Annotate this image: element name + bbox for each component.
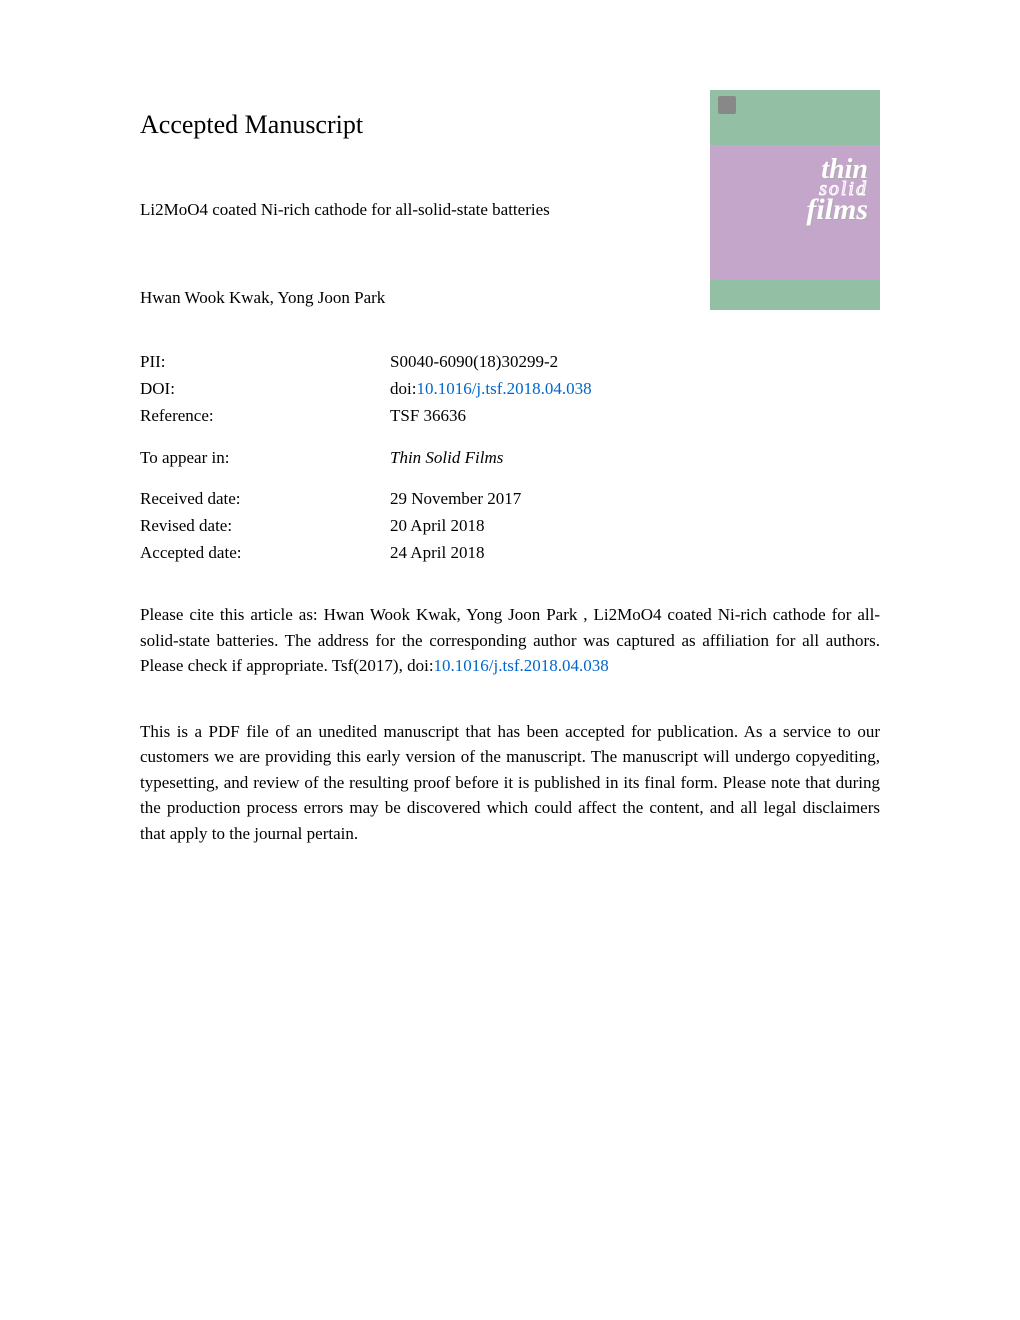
received-value: 29 November 2017: [390, 485, 880, 512]
metadata-row-received: Received date: 29 November 2017: [140, 485, 880, 512]
metadata-row-reference: Reference: TSF 36636: [140, 402, 880, 429]
disclaimer-section: This is a PDF file of an unedited manusc…: [140, 719, 880, 847]
doi-value: doi:10.1016/j.tsf.2018.04.038: [390, 375, 880, 402]
doi-link[interactable]: 10.1016/j.tsf.2018.04.038: [416, 379, 591, 398]
page-heading: Accepted Manuscript: [140, 110, 670, 140]
journal-cover: thin solid films: [710, 90, 880, 310]
doi-prefix: doi:: [390, 379, 416, 398]
cover-middle-band: thin solid films: [710, 145, 880, 280]
received-label: Received date:: [140, 485, 390, 512]
cover-top-band: [710, 90, 880, 145]
cover-text-films: films: [806, 196, 868, 223]
appear-label: To appear in:: [140, 444, 390, 471]
publisher-icon: [718, 96, 736, 114]
accepted-value: 24 April 2018: [390, 539, 880, 566]
citation-doi-link[interactable]: 10.1016/j.tsf.2018.04.038: [434, 656, 609, 675]
cover-bottom-band: [710, 280, 880, 310]
reference-label: Reference:: [140, 402, 390, 429]
metadata-section: PII: S0040-6090(18)30299-2 DOI: doi:10.1…: [140, 348, 880, 566]
accepted-label: Accepted date:: [140, 539, 390, 566]
metadata-row-revised: Revised date: 20 April 2018: [140, 512, 880, 539]
appear-value: Thin Solid Films: [390, 444, 880, 471]
metadata-row-doi: DOI: doi:10.1016/j.tsf.2018.04.038: [140, 375, 880, 402]
revised-value: 20 April 2018: [390, 512, 880, 539]
pii-value: S0040-6090(18)30299-2: [390, 348, 880, 375]
reference-value: TSF 36636: [390, 402, 880, 429]
left-header: Accepted Manuscript Li2MoO4 coated Ni-ri…: [140, 110, 710, 348]
cover-title: thin solid films: [806, 157, 868, 223]
doi-label: DOI:: [140, 375, 390, 402]
metadata-row-pii: PII: S0040-6090(18)30299-2: [140, 348, 880, 375]
authors: Hwan Wook Kwak, Yong Joon Park: [140, 288, 670, 308]
article-title: Li2MoO4 coated Ni-rich cathode for all-s…: [140, 200, 670, 220]
metadata-row-appear: To appear in: Thin Solid Films: [140, 444, 880, 471]
header-section: Accepted Manuscript Li2MoO4 coated Ni-ri…: [140, 110, 880, 348]
citation-section: Please cite this article as: Hwan Wook K…: [140, 602, 880, 679]
pii-label: PII:: [140, 348, 390, 375]
metadata-row-accepted: Accepted date: 24 April 2018: [140, 539, 880, 566]
revised-label: Revised date:: [140, 512, 390, 539]
